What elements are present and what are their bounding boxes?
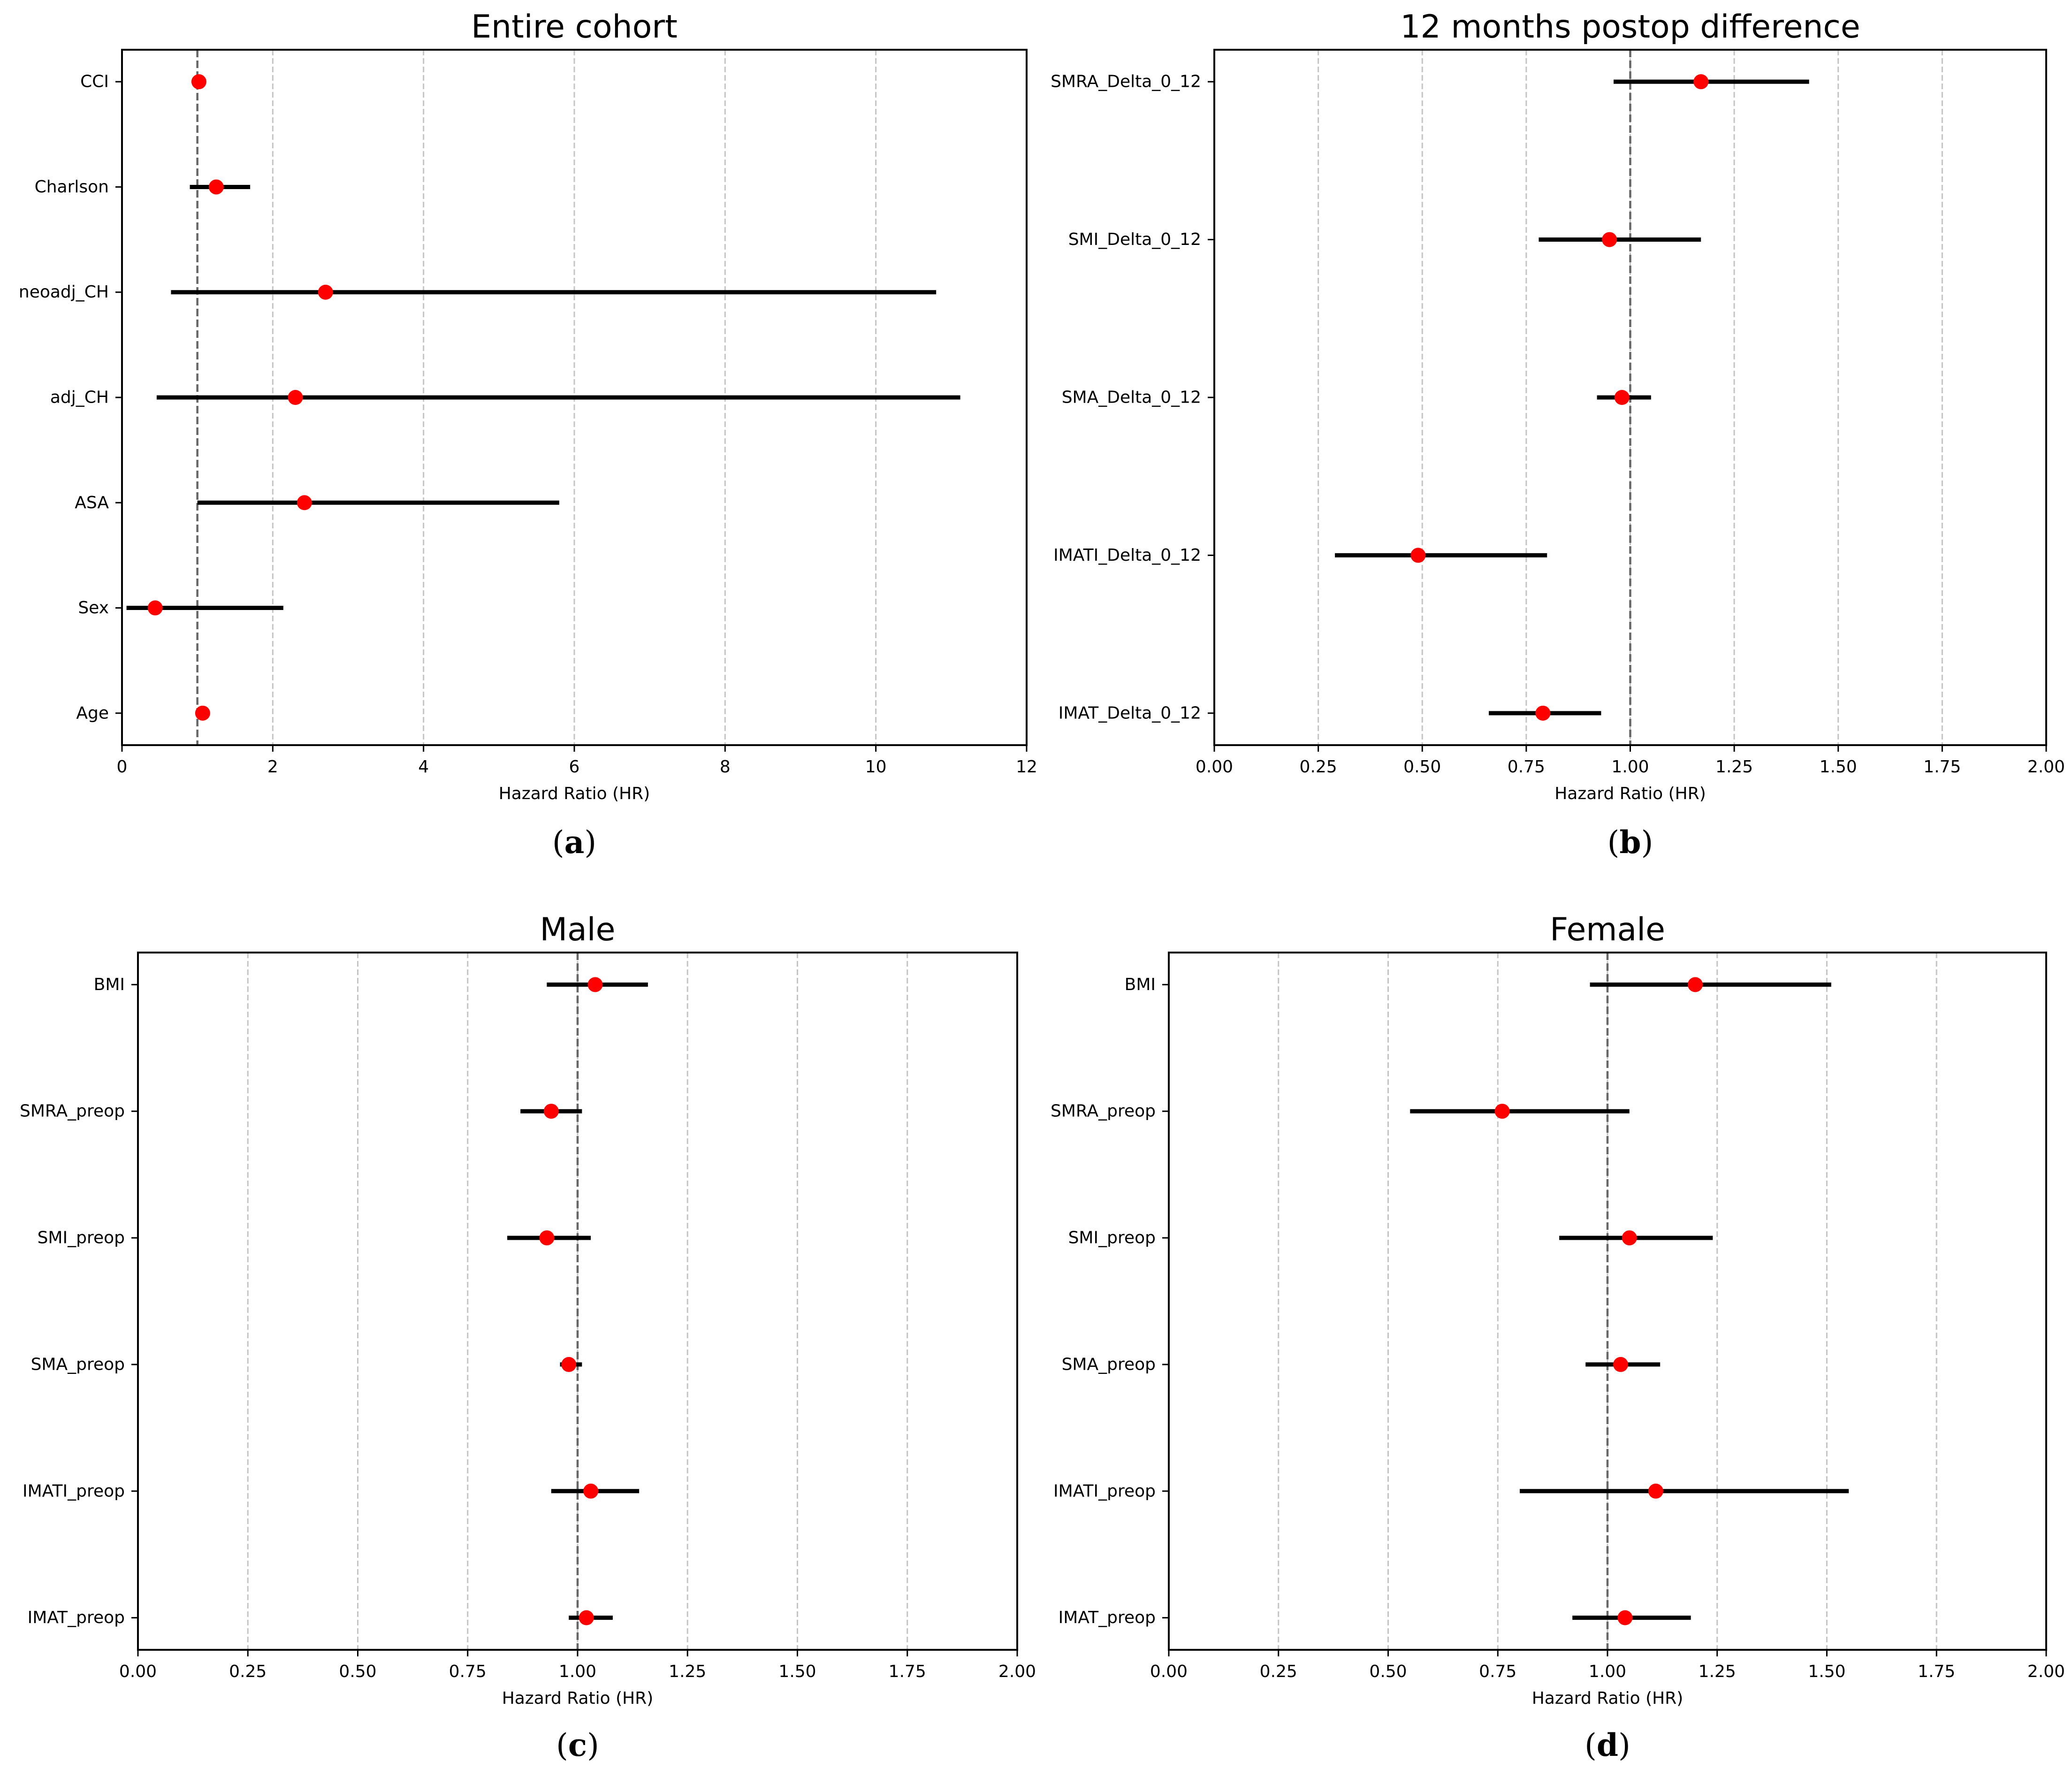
y-tick-label: neoadj_CH (19, 282, 109, 302)
y-tick-label: Age (76, 703, 109, 723)
x-tick-label: 0.75 (1479, 1662, 1516, 1681)
x-tick-label: 6 (569, 757, 580, 777)
hr-point (208, 179, 224, 195)
x-tick-label: 1.25 (1699, 1662, 1736, 1681)
hr-point (318, 284, 333, 300)
hr-point (147, 600, 163, 616)
hr-point (297, 495, 312, 511)
x-tick-label: 1.00 (1611, 757, 1649, 777)
chart-panel-c: BMI SMRA_preop SMI_preop SMA_preop IMATI_pre… (20, 911, 1036, 1763)
y-tick-label: IMAT_preop (1059, 1608, 1156, 1627)
x-axis-label: Hazard Ratio (HR) (1532, 1689, 1684, 1708)
hr-point (191, 74, 206, 90)
y-tick-label: Sex (78, 598, 109, 618)
hr-point (1494, 1104, 1510, 1119)
x-tick-label: 1.50 (778, 1662, 816, 1681)
x-tick-label: 1.25 (1715, 757, 1753, 777)
x-tick-label: 0.75 (449, 1662, 487, 1681)
x-tick-label: 2.00 (998, 1662, 1036, 1681)
hr-point (1688, 977, 1703, 992)
subfigure-label: (a) (552, 824, 596, 861)
hr-point (561, 1357, 577, 1372)
chart-panel-d: BMI SMRA_preop SMI_preop SMA_preop IMATI_pre… (1051, 911, 2065, 1763)
y-tick-label: SMRA_Delta_0_12 (1051, 72, 1201, 92)
y-tick-label: IMATI_Delta_0_12 (1053, 546, 1201, 565)
hr-point (1613, 1357, 1629, 1372)
x-tick-label: 1.75 (1918, 1662, 1955, 1681)
x-tick-label: 0.50 (1369, 1662, 1407, 1681)
x-tick-label: 0.25 (229, 1662, 267, 1681)
y-tick-label: SMRA_preop (20, 1102, 125, 1121)
x-tick-label: 0.25 (1260, 1662, 1297, 1681)
x-tick-label: 0.50 (1403, 757, 1441, 777)
chart-title: Female (1550, 911, 1665, 948)
x-tick-label: 0.50 (339, 1662, 376, 1681)
x-tick-label: 0.75 (1508, 757, 1545, 777)
subfigure-label: (d) (1584, 1727, 1630, 1763)
x-tick-label: 2.00 (2027, 757, 2065, 777)
hr-point (1622, 1230, 1637, 1246)
hr-point (1535, 705, 1551, 721)
hr-point (579, 1610, 594, 1625)
x-tick-label: 0.25 (1300, 757, 1337, 777)
x-tick-label: 0.00 (119, 1662, 157, 1681)
y-tick-label: SMI_Delta_0_12 (1068, 230, 1201, 249)
x-axis-label: Hazard Ratio (HR) (1554, 784, 1706, 803)
x-tick-label: 1.25 (669, 1662, 706, 1681)
hr-point (1693, 74, 1709, 90)
x-tick-label: 1.50 (1808, 1662, 1845, 1681)
hr-point (1410, 548, 1426, 563)
y-tick-label: BMI (1125, 975, 1156, 994)
y-tick-label: IMATI_preop (23, 1481, 125, 1501)
x-tick-label: 1.75 (1923, 757, 1961, 777)
y-tick-label: CCI (80, 72, 109, 92)
y-tick-label: SMRA_preop (1051, 1102, 1156, 1121)
y-tick-label: SMI_preop (1068, 1228, 1156, 1248)
hr-point (1602, 232, 1617, 247)
hr-point (583, 1483, 599, 1499)
x-tick-label: 1.50 (1820, 757, 1857, 777)
hr-point (195, 705, 210, 721)
x-tick-label: 2 (267, 757, 278, 777)
x-tick-label: 10 (865, 757, 887, 777)
y-tick-label: Charlson (35, 177, 109, 197)
y-tick-label: SMA_preop (1062, 1355, 1156, 1374)
chart-panel-b: SMRA_Delta_0_12 SMI_Delta_0_12 SMA_Delta_0… (1051, 8, 2065, 861)
hr-point (1617, 1610, 1633, 1625)
x-tick-label: 4 (418, 757, 429, 777)
y-tick-label: BMI (94, 975, 125, 994)
x-tick-label: 1.75 (889, 1662, 926, 1681)
y-tick-label: IMAT_preop (28, 1608, 125, 1627)
x-tick-label: 1.00 (1589, 1662, 1626, 1681)
x-tick-label: 1.00 (559, 1662, 596, 1681)
x-tick-label: 0.00 (1196, 757, 1233, 777)
x-axis-label: Hazard Ratio (HR) (499, 784, 650, 803)
y-tick-label: adj_CH (50, 388, 109, 407)
subfigure-label: (b) (1607, 824, 1653, 861)
x-tick-label: 0 (117, 757, 128, 777)
chart-title: 12 months postop difference (1400, 8, 1860, 46)
hr-point (1614, 390, 1630, 405)
x-tick-label: 0.00 (1150, 1662, 1188, 1681)
hr-point (587, 977, 603, 992)
y-tick-label: SMA_Delta_0_12 (1062, 388, 1201, 407)
subfigure-label: (c) (556, 1727, 599, 1763)
y-tick-label: IMAT_Delta_0_12 (1059, 703, 1201, 723)
chart-title: Male (540, 911, 615, 948)
x-tick-label: 2.00 (2027, 1662, 2065, 1681)
chart-panel-a: CCI Charlson neoadj_CH adj_CH ASA Sex Age 0 2 4 6 8… (19, 8, 1037, 861)
y-tick-label: ASA (75, 493, 109, 512)
hr-point (1648, 1483, 1663, 1499)
hr-point (288, 390, 303, 405)
hr-point (543, 1104, 559, 1119)
y-tick-label: SMI_preop (38, 1228, 125, 1248)
chart-title: Entire cohort (471, 8, 678, 46)
y-tick-label: IMATI_preop (1053, 1481, 1156, 1501)
y-tick-label: SMA_preop (31, 1355, 125, 1374)
x-tick-label: 8 (720, 757, 731, 777)
x-tick-label: 12 (1016, 757, 1037, 777)
x-axis-label: Hazard Ratio (HR) (502, 1689, 654, 1708)
hr-point (539, 1230, 555, 1246)
